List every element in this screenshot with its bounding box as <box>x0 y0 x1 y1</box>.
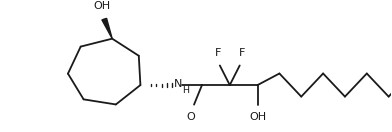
Text: F: F <box>238 48 245 58</box>
Text: O: O <box>187 112 196 122</box>
Text: OH: OH <box>94 1 111 11</box>
Text: F: F <box>215 48 221 58</box>
Text: OH: OH <box>249 112 266 122</box>
Polygon shape <box>102 18 112 39</box>
Text: N: N <box>174 79 183 89</box>
Text: H: H <box>182 86 189 95</box>
